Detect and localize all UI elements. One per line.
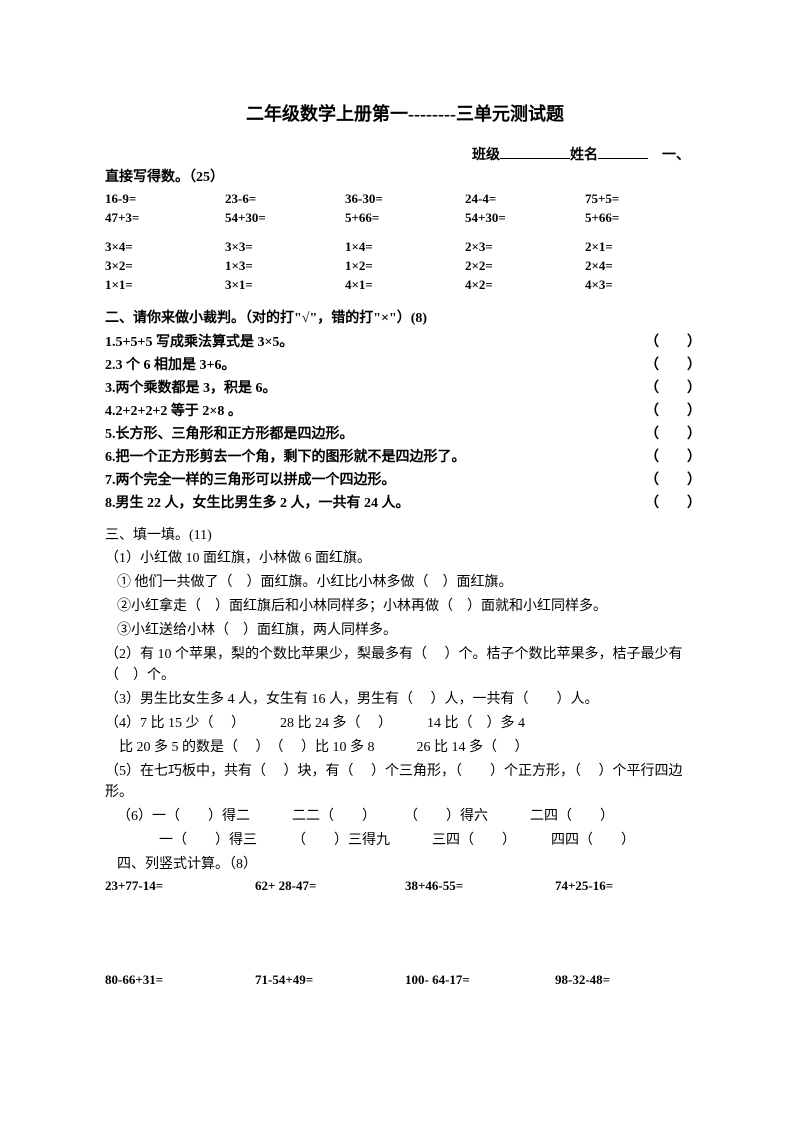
fill-line: 一（ ）得三 （ ）三得九 三四（ ） 四四（ ） bbox=[105, 830, 705, 851]
judge-text: 1.5+5+5 写成乘法算式是 3×5。 bbox=[105, 331, 645, 351]
math-cell: 54+30= bbox=[465, 210, 585, 226]
section3-list: （1）小红做 10 面红旗，小林做 6 面红旗。 ① 他们一共做了（ ）面红旗。… bbox=[105, 548, 705, 851]
math-row: 3×4= 3×3= 1×4= 2×3= 2×1= bbox=[105, 239, 705, 255]
section1-title: 直接写得数。（25） bbox=[105, 166, 705, 186]
student-info-line: 班级 姓名 一、 bbox=[105, 144, 705, 164]
fill-line: （5）在七巧板中，共有（ ）块，有（ ）个三角形，（ ）个正方形，（ ）个平行四… bbox=[105, 761, 705, 803]
judge-paren: （ ） bbox=[645, 331, 705, 351]
judge-text: 2.3 个 6 相加是 3+6。 bbox=[105, 354, 645, 374]
class-blank bbox=[500, 145, 570, 159]
name-label: 姓名 bbox=[570, 148, 598, 163]
math-cell: 1×1= bbox=[105, 277, 225, 293]
judge-text: 3.两个乘数都是 3，积是 6。 bbox=[105, 377, 645, 397]
math-cell: 2×4= bbox=[585, 258, 705, 274]
page-title: 二年级数学上册第一--------三单元测试题 bbox=[105, 100, 705, 126]
math-cell: 2×3= bbox=[465, 239, 585, 255]
math-cell: 1×4= bbox=[345, 239, 465, 255]
math-cell: 23-6= bbox=[225, 191, 345, 207]
fill-line: ① 他们一共做了（ ）面红旗。小红比小林多做（ ）面红旗。 bbox=[105, 572, 705, 593]
judge-row: 8.男生 22 人，女生比男生多 2 人，一共有 24 人。（ ） bbox=[105, 492, 705, 512]
math-cell: 1×2= bbox=[345, 258, 465, 274]
math-cell: 16-9= bbox=[105, 191, 225, 207]
math-cell: 47+3= bbox=[105, 210, 225, 226]
judge-row: 2.3 个 6 相加是 3+6。（ ） bbox=[105, 354, 705, 374]
judge-paren: （ ） bbox=[645, 354, 705, 374]
math-cell: 2×1= bbox=[585, 239, 705, 255]
math-cell: 3×1= bbox=[225, 277, 345, 293]
judge-text: 7.两个完全一样的三角形可以拼成一个四边形。 bbox=[105, 469, 645, 489]
fill-line: （3）男生比女生多 4 人，女生有 16 人，男生有（ ）人，一共有（ ）人。 bbox=[105, 689, 705, 710]
judge-paren: （ ） bbox=[645, 446, 705, 466]
fill-line: （2）有 10 个苹果，梨的个数比苹果少，梨最多有（ ）个。桔子个数比苹果多，桔… bbox=[105, 644, 705, 686]
math-cell: 5+66= bbox=[585, 210, 705, 226]
section1-table: 16-9= 23-6= 36-30= 24-4= 75+5= 47+3= 54+… bbox=[105, 191, 705, 293]
section4-table: 23+77-14= 62+ 28-47= 38+46-55= 74+25-16=… bbox=[105, 878, 705, 988]
calc-cell: 98-32-48= bbox=[555, 972, 705, 988]
judge-paren: （ ） bbox=[645, 377, 705, 397]
class-label: 班级 bbox=[472, 148, 500, 163]
math-cell: 4×3= bbox=[585, 277, 705, 293]
math-cell: 3×3= bbox=[225, 239, 345, 255]
math-row: 16-9= 23-6= 36-30= 24-4= 75+5= bbox=[105, 191, 705, 207]
calc-row: 80-66+31= 71-54+49= 100- 64-17= 98-32-48… bbox=[105, 972, 705, 988]
judge-row: 6.把一个正方形剪去一个角，剩下的图形就不是四边形了。（ ） bbox=[105, 446, 705, 466]
fill-line: （4）7 比 15 少（ ） 28 比 24 多（ ） 14 比（ ）多 4 bbox=[105, 713, 705, 734]
judge-paren: （ ） bbox=[645, 423, 705, 443]
math-cell: 75+5= bbox=[585, 191, 705, 207]
section3-title: 三、填一填。(11) bbox=[105, 524, 705, 544]
judge-text: 8.男生 22 人，女生比男生多 2 人，一共有 24 人。 bbox=[105, 492, 645, 512]
judge-row: 4.2+2+2+2 等于 2×8 。（ ） bbox=[105, 400, 705, 420]
fill-line: ②小红拿走（ ）面红旗后和小林同样多；小林再做（ ）面就和小红同样多。 bbox=[105, 596, 705, 617]
section4-title: 四、列竖式计算。（8） bbox=[105, 854, 705, 875]
math-cell: 4×2= bbox=[465, 277, 585, 293]
section1-prefix: 一、 bbox=[662, 148, 690, 163]
math-cell: 3×2= bbox=[105, 258, 225, 274]
section2-title: 二、请你来做小裁判。（对的打"√"，错的打"×"）(8) bbox=[105, 307, 705, 327]
math-cell: 1×3= bbox=[225, 258, 345, 274]
calc-row: 23+77-14= 62+ 28-47= 38+46-55= 74+25-16= bbox=[105, 878, 705, 894]
math-row: 3×2= 1×3= 1×2= 2×2= 2×4= bbox=[105, 258, 705, 274]
math-cell: 4×1= bbox=[345, 277, 465, 293]
math-cell: 54+30= bbox=[225, 210, 345, 226]
calc-cell: 38+46-55= bbox=[405, 878, 555, 894]
judge-text: 4.2+2+2+2 等于 2×8 。 bbox=[105, 400, 645, 420]
calc-cell: 80-66+31= bbox=[105, 972, 255, 988]
fill-line: ③小红送给小林（ ）面红旗，两人同样多。 bbox=[105, 620, 705, 641]
judge-row: 1.5+5+5 写成乘法算式是 3×5。（ ） bbox=[105, 331, 705, 351]
calc-cell: 100- 64-17= bbox=[405, 972, 555, 988]
calc-cell: 62+ 28-47= bbox=[255, 878, 405, 894]
name-blank bbox=[598, 145, 648, 159]
judge-paren: （ ） bbox=[645, 492, 705, 512]
judge-row: 5.长方形、三角形和正方形都是四边形。（ ） bbox=[105, 423, 705, 443]
math-cell: 36-30= bbox=[345, 191, 465, 207]
judge-row: 3.两个乘数都是 3，积是 6。（ ） bbox=[105, 377, 705, 397]
judge-paren: （ ） bbox=[645, 400, 705, 420]
math-row: 47+3= 54+30= 5+66= 54+30= 5+66= bbox=[105, 210, 705, 226]
calc-cell: 71-54+49= bbox=[255, 972, 405, 988]
math-row: 1×1= 3×1= 4×1= 4×2= 4×3= bbox=[105, 277, 705, 293]
math-cell: 3×4= bbox=[105, 239, 225, 255]
calc-cell: 23+77-14= bbox=[105, 878, 255, 894]
fill-line: （1）小红做 10 面红旗，小林做 6 面红旗。 bbox=[105, 548, 705, 569]
fill-line: （6）一（ ）得二 二二（ ） （ ）得六 二四（ ） bbox=[105, 806, 705, 827]
calc-cell: 74+25-16= bbox=[555, 878, 705, 894]
fill-line: 比 20 多 5 的数是（ ） （ ）比 10 多 8 26 比 14 多（ ） bbox=[105, 737, 705, 758]
judge-paren: （ ） bbox=[645, 469, 705, 489]
math-cell: 2×2= bbox=[465, 258, 585, 274]
math-cell: 24-4= bbox=[465, 191, 585, 207]
section2-list: 1.5+5+5 写成乘法算式是 3×5。（ ） 2.3 个 6 相加是 3+6。… bbox=[105, 331, 705, 512]
judge-text: 5.长方形、三角形和正方形都是四边形。 bbox=[105, 423, 645, 443]
judge-row: 7.两个完全一样的三角形可以拼成一个四边形。（ ） bbox=[105, 469, 705, 489]
judge-text: 6.把一个正方形剪去一个角，剩下的图形就不是四边形了。 bbox=[105, 446, 645, 466]
math-cell: 5+66= bbox=[345, 210, 465, 226]
